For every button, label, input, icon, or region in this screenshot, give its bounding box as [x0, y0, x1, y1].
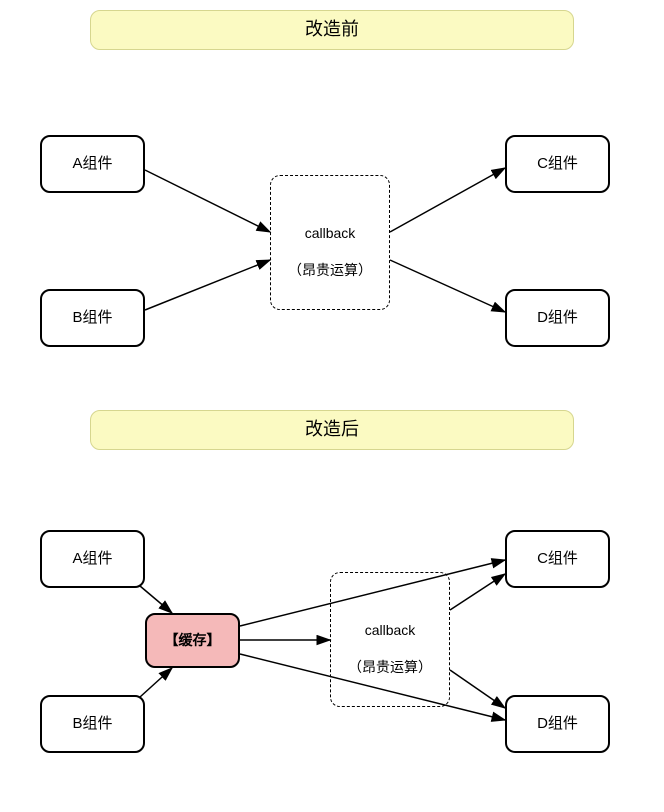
after-callback: callback （昂贵运算） [330, 572, 450, 707]
before-node-d: D组件 [505, 289, 610, 347]
after-node-a: A组件 [40, 530, 145, 588]
diagram-canvas: 改造前 改造后 A组件 B组件 callback （昂贵运算） C组件 D组件 … [0, 0, 664, 812]
title-after: 改造后 [90, 410, 574, 450]
before-node-b: B组件 [40, 289, 145, 347]
after-callback-line2: （昂贵运算） [348, 659, 432, 675]
before-callback-line1: callback [305, 225, 356, 241]
after-callback-line1: callback [365, 622, 416, 638]
after-cache: 【缓存】 [145, 613, 240, 668]
before-node-c: C组件 [505, 135, 610, 193]
after-node-d: D组件 [505, 695, 610, 753]
before-node-a: A组件 [40, 135, 145, 193]
after-node-b: B组件 [40, 695, 145, 753]
after-node-c: C组件 [505, 530, 610, 588]
before-callback: callback （昂贵运算） [270, 175, 390, 310]
before-callback-line2: （昂贵运算） [288, 262, 372, 278]
title-before: 改造前 [90, 10, 574, 50]
